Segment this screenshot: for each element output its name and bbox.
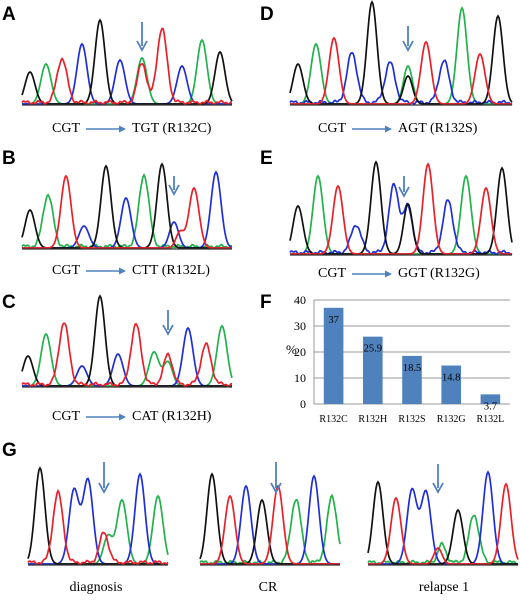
x-tick-label: R132G [437, 414, 466, 425]
caption-b: CGT CTT (R132L) [52, 263, 210, 279]
y-tick-label: 40 [294, 293, 306, 307]
panel-letter-f: F [260, 292, 272, 313]
trace-t [22, 174, 232, 249]
trace-t [27, 488, 169, 566]
down-arrow-icon [162, 310, 174, 336]
trace-g [289, 160, 513, 255]
bar-r132c [323, 307, 344, 404]
panel-letter-e: E [260, 148, 273, 169]
trace-g [367, 480, 518, 565]
trace-t [21, 322, 232, 388]
down-arrow-icon [136, 22, 148, 52]
down-arrow-icon [98, 462, 110, 494]
trace-g [27, 466, 168, 565]
chromatogram-e [289, 160, 513, 256]
caption-c-to: CAT (R132H) [132, 409, 212, 424]
chromatogram-g-diagnosis [27, 462, 169, 566]
trace-t [368, 482, 519, 565]
caption-a: CGT TGT (R132C) [52, 121, 211, 137]
panel-letter-g: G [2, 440, 17, 461]
panel-letter-c: C [2, 292, 16, 313]
trace-t [200, 484, 340, 565]
g-label-cr: CR [258, 580, 278, 595]
bar-r132h [363, 336, 383, 404]
trace-c [22, 170, 233, 249]
caption-a-to: TGT (R132C) [132, 121, 212, 136]
bar-chart-mutation-frequency: 0 10 20 30 40% 37 R132C 25.9 R132H 18.5 R132S 14.8 R… [286, 293, 510, 425]
trace-g [21, 162, 232, 249]
data-label: 25.9 [364, 344, 382, 355]
panel-letter-d: D [260, 4, 274, 25]
caption-e: CGT GGT (R132G) [318, 266, 480, 282]
trace-c [22, 42, 232, 105]
caption-b-from: CGT [52, 263, 80, 278]
trace-a [21, 173, 232, 250]
bar-r132l [480, 394, 501, 404]
chromatogram-c [21, 294, 233, 388]
chromatogram-b [21, 162, 233, 250]
x-tick-label: R132S [398, 414, 425, 425]
x-tick-label: R132H [358, 414, 387, 425]
trace-c [200, 474, 340, 565]
caption-c: CGT CAT (R132H) [52, 409, 211, 425]
data-label: 14.8 [442, 373, 460, 384]
panel-letter-a: A [2, 4, 16, 25]
trace-t [290, 162, 512, 255]
data-label: 37 [328, 315, 339, 326]
caption-c-from: CGT [52, 409, 80, 424]
chromatogram-g-cr [199, 462, 341, 566]
g-label-diagnosis: diagnosis [69, 580, 123, 595]
y-tick-label: 0 [300, 397, 306, 411]
y-tick-label: 20 [294, 345, 306, 359]
trace-c [289, 182, 513, 256]
trace-c [368, 470, 518, 565]
caption-d-from: CGT [318, 121, 346, 136]
caption-b-to: CTT (R132L) [132, 263, 210, 278]
chromatogram-g-relapse [367, 464, 519, 566]
right-arrow-icon [86, 413, 126, 421]
right-arrow-icon [86, 125, 126, 133]
bar-r132g [441, 365, 461, 404]
right-arrow-icon [352, 125, 392, 133]
g-label-relapse: relapse 1 [418, 580, 470, 595]
y-axis-label: % [286, 342, 297, 357]
data-label: 18.5 [403, 363, 421, 374]
trace-a [22, 38, 232, 105]
trace-t [290, 36, 512, 105]
caption-e-from: CGT [318, 266, 346, 281]
down-arrow-icon [398, 176, 410, 198]
right-arrow-icon [352, 270, 392, 278]
chromatogram-d [289, 0, 513, 106]
chromatogram-a [21, 18, 233, 106]
trace-g [21, 294, 232, 387]
right-arrow-icon [86, 267, 126, 275]
trace-t [21, 27, 232, 106]
down-arrow-icon [402, 26, 414, 52]
x-tick-label: R132L [477, 414, 505, 425]
y-tick-label: 30 [294, 319, 306, 333]
y-tick-label: 10 [294, 371, 306, 385]
down-arrow-icon [270, 462, 282, 494]
trace-g [289, 0, 513, 105]
down-arrow-icon [432, 464, 444, 494]
down-arrow-icon [168, 176, 180, 196]
bar-r132s [402, 355, 422, 404]
data-label: 3.7 [484, 401, 497, 412]
caption-d-to: AGT (R132S) [398, 121, 478, 136]
caption-d: CGT AGT (R132S) [318, 121, 477, 137]
caption-e-to: GGT (R132G) [398, 266, 480, 281]
x-tick-label: R132C [319, 414, 348, 425]
panel-letter-b: B [2, 148, 16, 169]
caption-a-from: CGT [52, 121, 80, 136]
